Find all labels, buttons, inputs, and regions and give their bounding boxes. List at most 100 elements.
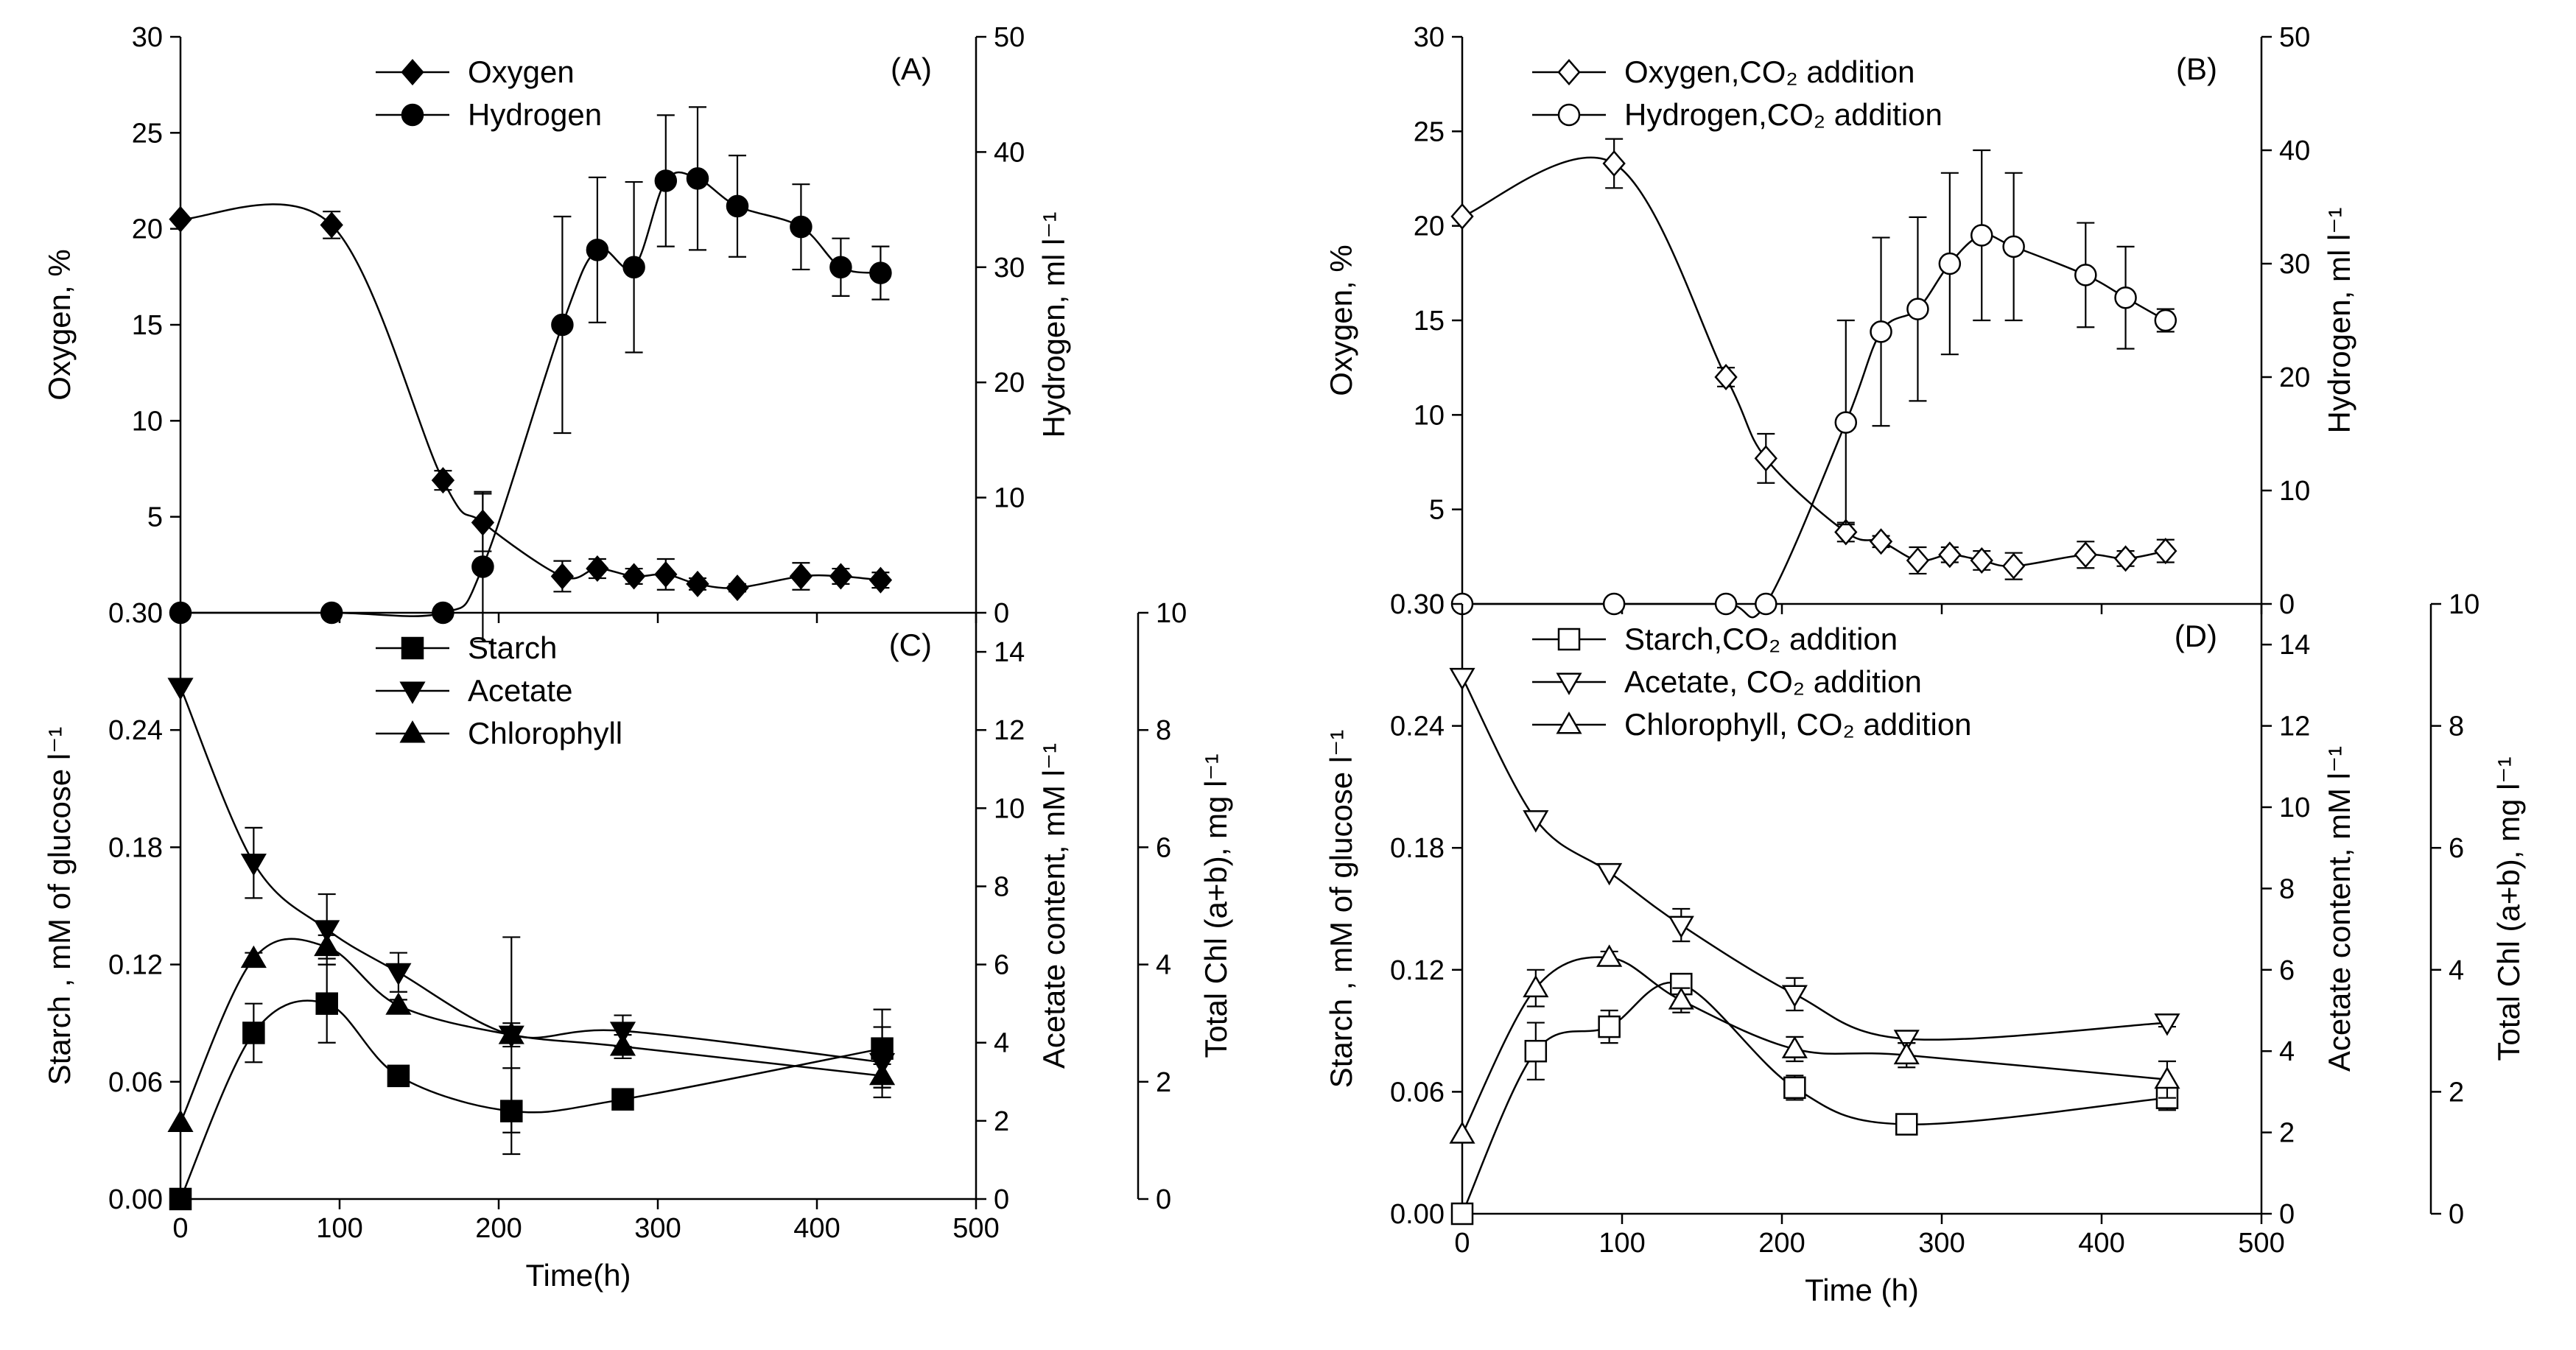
series-hydrogen-co-addition <box>1450 149 2177 619</box>
series-line <box>179 999 882 1200</box>
data-point <box>1783 1076 1806 1100</box>
data-point <box>2074 541 2097 569</box>
data-point <box>622 256 645 279</box>
series-line <box>180 171 881 617</box>
legend-label: Chlorophyll, CO₂ addition <box>1624 707 1972 742</box>
y-tick-label-right: 14 <box>994 637 1025 668</box>
panel-label: (B) <box>2176 52 2217 86</box>
y-tick-label-right: 8 <box>994 871 1009 902</box>
x-tick-label: 200 <box>1758 1228 1805 1259</box>
data-point <box>2154 1013 2180 1036</box>
data-point <box>1906 298 1929 320</box>
legend-marker <box>1556 672 1582 695</box>
legend-marker <box>399 720 426 743</box>
y-tick-label-right: 40 <box>2279 136 2310 166</box>
data-point <box>1755 592 1777 616</box>
legend-label: Hydrogen,CO₂ addition <box>1624 97 1942 132</box>
y-tick-label-left: 30 <box>132 22 163 53</box>
y-tick-label-left: 0.24 <box>108 715 163 746</box>
data-point <box>551 313 574 337</box>
data-point <box>1524 1039 1548 1063</box>
data-point <box>1834 411 1858 434</box>
data-point <box>1598 1015 1621 1038</box>
y-tick-label-left: 5 <box>1429 495 1445 526</box>
y-tick-label-right: 10 <box>2279 476 2310 507</box>
series-line <box>1461 156 2166 568</box>
data-point <box>1523 974 1549 998</box>
y-tick-label-left: 0 <box>1429 589 1445 620</box>
data-point <box>789 563 813 590</box>
y-tick-label-right2: 8 <box>2449 711 2464 742</box>
x-tick-label: 300 <box>634 1213 681 1244</box>
legend-marker <box>1557 627 1581 651</box>
legend-label: Chlorophyll <box>468 716 622 750</box>
series-chlorophyll <box>167 933 896 1132</box>
y-tick-label-right2: 10 <box>1156 598 1187 629</box>
legend-label: Hydrogen <box>468 97 602 132</box>
data-point <box>1869 528 1893 555</box>
panel-label: (C) <box>889 627 932 662</box>
data-point <box>242 1022 265 1044</box>
y-tick-label-right: 8 <box>2279 873 2295 904</box>
legend-c: Starch Acetate Chlorophyll <box>376 630 622 750</box>
data-point <box>686 167 709 190</box>
panel-a: 0 5 10 15 20 25 30 0 10 20 30 40 50 Oxygen, % Hydrogen… <box>42 22 1071 643</box>
legend-marker <box>399 681 426 704</box>
x-tick-label: 400 <box>793 1213 840 1244</box>
y-tick-label-left: 30 <box>1414 22 1445 53</box>
data-point <box>1754 445 1777 472</box>
y-tick-label-right: 12 <box>994 715 1025 746</box>
y-tick-label-right2: 2 <box>1156 1067 1171 1098</box>
data-point <box>431 467 455 494</box>
y-tick-label-right: 10 <box>994 483 1025 514</box>
data-point <box>868 1062 896 1086</box>
data-point <box>654 169 678 192</box>
data-point <box>868 566 893 594</box>
y-tick-label-right2: 0 <box>1156 1184 1171 1215</box>
data-point <box>1970 546 1993 574</box>
series-line <box>180 203 881 589</box>
data-point <box>1906 546 1930 574</box>
data-point <box>1970 224 1993 247</box>
x-tick-label: 0 <box>172 1213 188 1244</box>
data-point <box>1450 203 1474 230</box>
data-point <box>609 1022 636 1044</box>
legend-d: Starch,CO₂ addition Acetate, CO₂ addition… <box>1532 622 1972 742</box>
series-oxygen <box>169 203 893 602</box>
data-point <box>726 574 749 602</box>
series-chlorophyll-co-addition <box>1449 944 2180 1144</box>
series-hydrogen <box>169 106 892 643</box>
y-tick-label-right2: 8 <box>1156 715 1171 746</box>
y-tick-label-left: 0.30 <box>108 598 163 629</box>
y-axis-label-right: Hydrogen, ml l⁻¹ <box>1036 212 1071 438</box>
data-point <box>1596 944 1623 967</box>
y-axis-label-right: Hydrogen, ml l⁻¹ <box>2322 208 2356 434</box>
y-tick-label-left: 0.24 <box>1390 711 1445 742</box>
x-axis-label: Time (h) <box>1805 1273 1919 1307</box>
y-tick-label-left: 0 <box>147 598 163 629</box>
y-tick-label-right: 4 <box>2279 1036 2295 1067</box>
data-point <box>1602 150 1626 177</box>
data-point <box>1870 320 1892 343</box>
series-starch-co-addition <box>1450 972 2179 1226</box>
y-tick-label-left: 20 <box>1414 211 1445 242</box>
legend-marker <box>401 636 424 660</box>
y-axis-label-right2: Total Chl (a+b), mg l⁻¹ <box>2491 756 2526 1061</box>
data-point <box>315 992 338 1015</box>
data-point <box>2154 1066 2180 1089</box>
y-tick-label-right: 50 <box>2279 22 2310 53</box>
y-tick-label-left: 0.18 <box>108 832 163 863</box>
data-point <box>432 601 455 625</box>
data-point <box>622 563 646 590</box>
y-tick-label-right: 0 <box>2279 1199 2295 1230</box>
y-tick-label-right: 4 <box>994 1028 1009 1059</box>
data-point <box>609 1033 636 1056</box>
data-point <box>2114 286 2137 309</box>
y-tick-label-right: 10 <box>994 793 1025 824</box>
y-tick-label-right: 30 <box>2279 249 2310 280</box>
data-point <box>1938 252 1962 275</box>
y-axis-label-left: Starch , mM of glucose l⁻¹ <box>42 727 77 1086</box>
y-tick-label-right: 50 <box>994 22 1025 53</box>
data-point <box>314 933 340 957</box>
data-point <box>385 992 412 1015</box>
